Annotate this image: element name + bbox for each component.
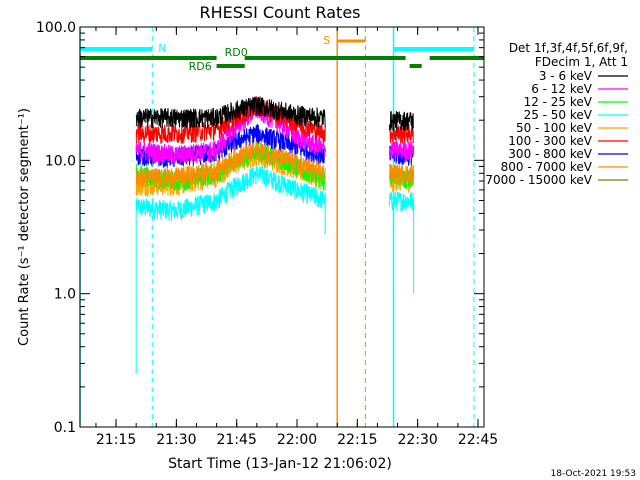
legend-label: 50 - 100 keV <box>516 121 593 135</box>
x-tick-label: 21:45 <box>217 432 257 448</box>
saa-label: S <box>323 34 330 47</box>
rd6-label: RD6 <box>189 60 212 73</box>
legend-label: 12 - 25 keV <box>524 95 593 109</box>
y-tick-label: 100.0 <box>36 20 76 36</box>
y-axis: 0.1 1.0 10.0 100.0 <box>36 20 484 436</box>
legend-header-line-2: FDecim 1, Att 1 <box>535 55 628 69</box>
x-tick-label: 21:30 <box>156 432 196 448</box>
y-axis-label: Count Rate (s⁻¹ detector segment⁻¹) <box>17 108 32 346</box>
legend-label: 3 - 6 keV <box>539 69 593 83</box>
series-line-7-segment-0 <box>135 141 326 189</box>
legend-label: 25 - 50 keV <box>524 108 593 122</box>
chart-title: RHESSI Count Rates <box>200 3 361 22</box>
rd0-label: RD0 <box>225 46 248 59</box>
x-axis-label: Start Time (13-Jan-12 21:06:02) <box>168 456 392 472</box>
plot-area: N S RD0 RD6 <box>79 27 484 427</box>
plot-frame <box>79 26 485 428</box>
footer-timestamp: 18-Oct-2021 19:53 <box>551 469 636 479</box>
series-line-0-segment-0 <box>135 96 326 129</box>
night-label: N <box>158 42 166 55</box>
x-tick-label: 21:15 <box>96 432 136 448</box>
y-tick-label: 10.0 <box>45 153 76 169</box>
y-tick-label: 1.0 <box>54 287 76 303</box>
legend-label: 6 - 12 keV <box>531 82 593 96</box>
series-line-1-segment-1 <box>389 140 415 161</box>
legend-label: 300 - 800 keV <box>508 147 592 161</box>
x-tick-label: 22:00 <box>277 432 317 448</box>
series-line-7-segment-1 <box>389 164 415 185</box>
series-line-1-segment-0 <box>135 101 326 165</box>
legend: Det 1f,3f,4f,5f,6f,9f, FDecim 1, Att 1 3… <box>485 41 628 187</box>
legend-header-line-1: Det 1f,3f,4f,5f,6f,9f, <box>509 41 628 55</box>
x-axis: 21:15 21:30 21:45 22:00 22:15 22:30 22:45 <box>95 27 498 448</box>
x-tick-label: 22:45 <box>458 432 498 448</box>
legend-label: 100 - 300 keV <box>508 134 592 148</box>
x-tick-label: 22:30 <box>397 432 437 448</box>
x-tick-label: 22:15 <box>337 432 377 448</box>
series-line-3-segment-1 <box>389 191 415 213</box>
y-tick-label: 0.1 <box>54 420 76 436</box>
legend-label: 7000 - 15000 keV <box>485 173 592 187</box>
legend-label: 800 - 7000 keV <box>501 160 593 174</box>
series-line-0-segment-1 <box>389 110 415 132</box>
series-line-3-segment-0 <box>135 165 326 222</box>
